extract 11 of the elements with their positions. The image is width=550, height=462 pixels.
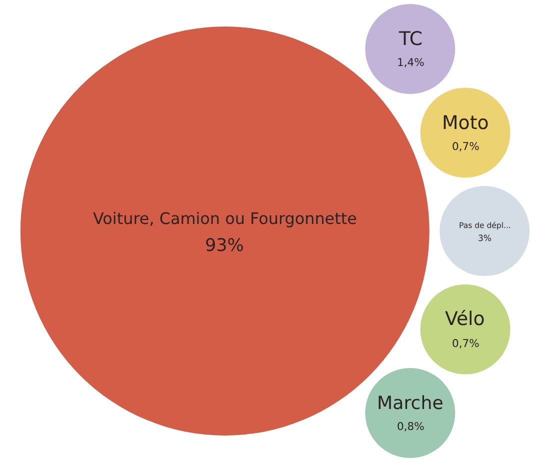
data-label: 0,7% bbox=[452, 140, 480, 153]
category-label: Moto bbox=[442, 112, 489, 134]
category-label: Voiture, Camion ou Fourgonnette bbox=[93, 209, 357, 228]
category-label: Marche bbox=[377, 393, 444, 414]
data-label: 1,4% bbox=[397, 56, 424, 69]
data-label: 0,8% bbox=[397, 420, 424, 433]
category-label: Vélo bbox=[445, 308, 485, 330]
data-label: 3% bbox=[478, 234, 492, 244]
data-label: 93% bbox=[205, 236, 244, 256]
data-label: 0,7% bbox=[452, 337, 480, 350]
category-label: TC bbox=[398, 28, 423, 50]
